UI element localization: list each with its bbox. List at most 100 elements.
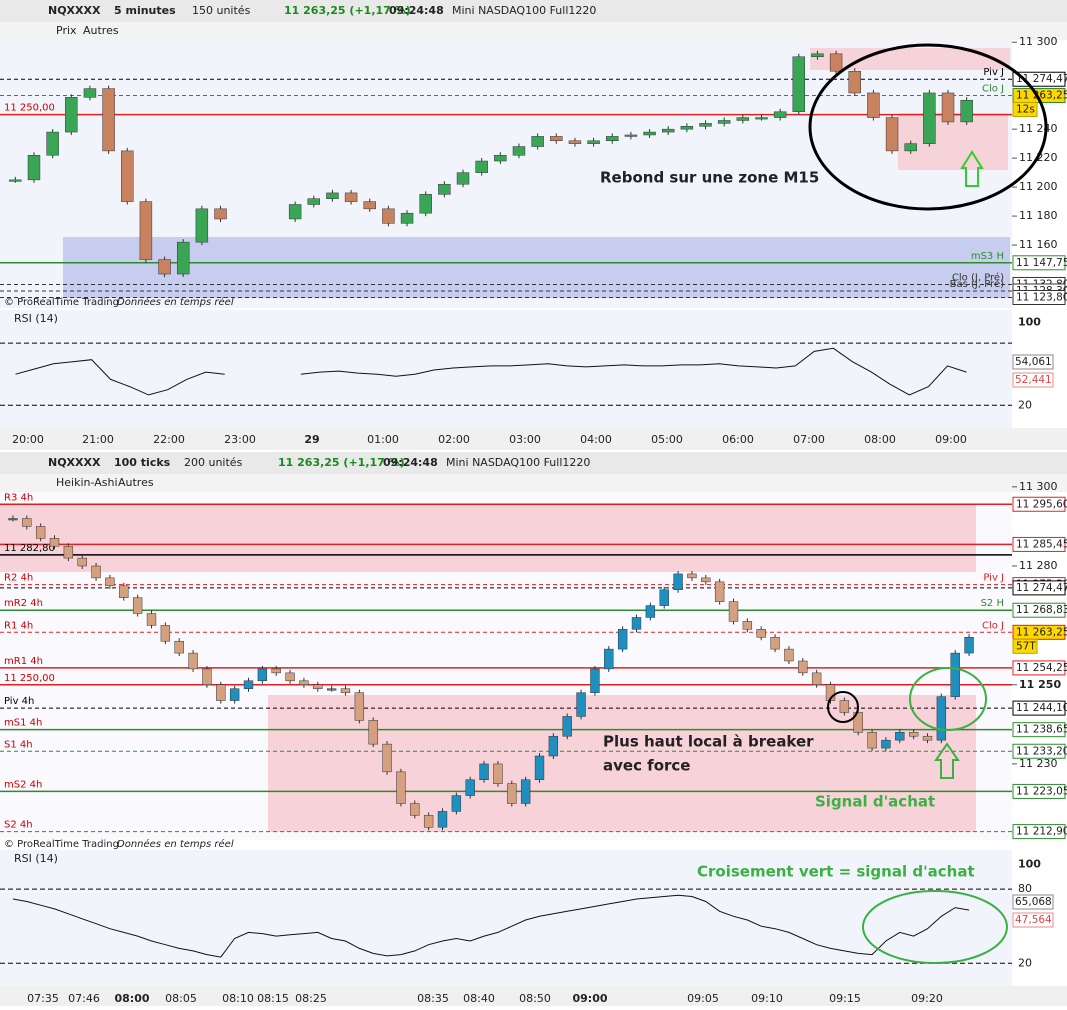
- period[interactable]: 100 ticks: [114, 456, 171, 469]
- symbol[interactable]: NQXXXX: [48, 4, 101, 17]
- tab[interactable]: Autres: [83, 24, 119, 37]
- time-axis: [0, 428, 1067, 450]
- price-box: [1012, 602, 1066, 618]
- candle: [313, 684, 323, 689]
- y-tick-label: 11 250: [1019, 678, 1061, 691]
- candle: [46, 131, 59, 156]
- candle: [798, 660, 808, 674]
- countdown-box: [1012, 101, 1038, 117]
- candle: [479, 763, 489, 781]
- price-label: 11 295,60: [1016, 498, 1067, 510]
- zone: [810, 48, 1010, 70]
- rsi-value-box: [1012, 372, 1054, 388]
- candle: [717, 120, 731, 124]
- candle: [784, 648, 794, 662]
- candle: [288, 204, 302, 220]
- period[interactable]: 5 minutes: [114, 4, 176, 17]
- candle: [792, 56, 806, 113]
- x-tick-label: 21:00: [82, 433, 114, 446]
- candle: [465, 779, 475, 796]
- x-tick-label: 23:00: [224, 433, 256, 446]
- candle: [299, 680, 309, 686]
- candle: [829, 53, 843, 72]
- candle: [132, 597, 143, 614]
- candle: [908, 732, 919, 737]
- tabbar: [0, 474, 1067, 492]
- rsi-tick-label: 80: [1018, 882, 1032, 895]
- candle: [35, 526, 46, 539]
- x-tick-label: 07:35: [27, 992, 59, 1005]
- price: 11 263,25 (+1,17 %): [278, 456, 405, 469]
- candle: [923, 92, 936, 144]
- level-name: mS3 H: [971, 251, 1004, 262]
- price-box: [1012, 289, 1066, 305]
- price-label: 11 274,47: [1016, 582, 1067, 594]
- x-tick-label: 03:00: [509, 433, 541, 446]
- candle: [493, 763, 503, 784]
- highlight-ellipse: [909, 667, 987, 731]
- toolbar: [0, 0, 1067, 22]
- y-tick-label: 11 280: [1019, 559, 1058, 572]
- x-tick-label: 07:00: [793, 433, 825, 446]
- candle: [604, 648, 614, 670]
- tab[interactable]: Autres: [118, 476, 154, 489]
- price-box: [1012, 660, 1066, 676]
- tab[interactable]: Heikin-Ashi: [56, 476, 118, 489]
- y-tick-label: 11 240: [1019, 122, 1058, 135]
- candle: [176, 241, 190, 275]
- level-label: mS2 4h: [4, 779, 42, 790]
- candle: [83, 88, 97, 98]
- candle: [659, 589, 669, 606]
- symbol[interactable]: NQXXXX: [48, 456, 101, 469]
- x-tick-label: 08:00: [864, 433, 896, 446]
- price-label: 11 233,20: [1016, 745, 1067, 757]
- candle: [736, 117, 750, 121]
- x-tick-label: 09:00: [572, 992, 607, 1005]
- candle: [960, 99, 973, 123]
- level-label: R3 4h: [4, 492, 33, 503]
- candle: [661, 128, 675, 133]
- candle: [617, 629, 628, 650]
- price-box: [1012, 783, 1066, 799]
- price-label: 11 263,25: [1016, 626, 1067, 638]
- units[interactable]: 200 unités: [184, 456, 243, 469]
- level-label: mS1 4h: [4, 718, 42, 729]
- rsi-tick-label: 100: [1018, 857, 1041, 870]
- y-tick-label: 11 300: [1019, 35, 1058, 48]
- rsi-value-box: [1012, 894, 1054, 910]
- candle: [531, 136, 544, 147]
- candle: [680, 126, 694, 130]
- candle: [728, 601, 739, 622]
- candle: [396, 771, 406, 804]
- candle: [895, 732, 905, 741]
- level-label: R1 4h: [4, 620, 33, 631]
- price-label: 11 147,75: [1016, 257, 1067, 269]
- candle: [22, 518, 32, 527]
- x-tick-label: 06:00: [722, 433, 754, 446]
- tabbar: [0, 22, 1067, 40]
- candle: [326, 688, 337, 691]
- candle: [624, 134, 638, 137]
- level-label: mR1 4h: [4, 656, 43, 667]
- candle: [243, 680, 254, 689]
- candle: [456, 172, 470, 185]
- tab[interactable]: Prix: [56, 24, 77, 37]
- highlight-ellipse: [862, 890, 1008, 964]
- candle: [562, 716, 572, 737]
- candle: [65, 97, 78, 133]
- level-label: mR2 4h: [4, 598, 43, 609]
- candle: [423, 815, 434, 828]
- instrument: Mini NASDAQ100 Full1220: [452, 4, 596, 17]
- candle: [451, 795, 462, 812]
- candle: [606, 136, 619, 142]
- units[interactable]: 150 unités: [192, 4, 251, 17]
- level-label: 11 250,00: [4, 673, 55, 684]
- candle: [49, 538, 60, 547]
- zone: [0, 505, 976, 572]
- candle: [550, 136, 563, 142]
- x-tick-label: 08:15: [257, 992, 289, 1005]
- candle: [867, 732, 877, 749]
- price-label: 11 254,25: [1016, 662, 1067, 674]
- rsi-value: 54,061: [1015, 356, 1052, 368]
- level-label: R2 4h: [4, 573, 33, 584]
